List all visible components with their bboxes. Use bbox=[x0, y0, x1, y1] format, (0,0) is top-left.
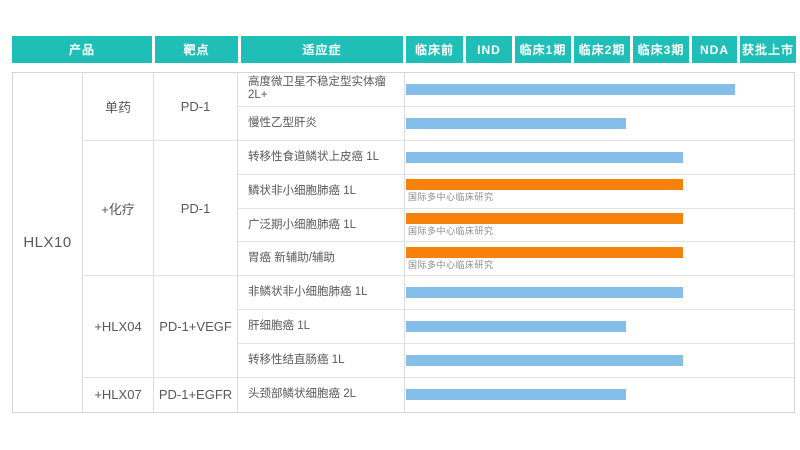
header-col-indication: 适应症 bbox=[241, 36, 403, 63]
combo-group-mono: 单药 bbox=[83, 73, 154, 141]
phase-header-nda: NDA bbox=[692, 36, 737, 63]
combo-group-chemo: +化疗 bbox=[83, 140, 154, 277]
indication-label: 头颈部鳞状细胞癌 2L bbox=[238, 378, 405, 412]
target-pd1-vegf: PD-1+VEGF bbox=[154, 276, 238, 379]
combo-group-hlx04: +HLX04 bbox=[83, 276, 154, 379]
phase-track: 国际多中心临床研究 bbox=[405, 209, 794, 243]
indication-label: 高度微卫星不稳定型实体瘤 2L+ bbox=[238, 73, 405, 107]
progress-bar bbox=[406, 213, 683, 224]
indication-label: 鳞状非小细胞肺癌 1L bbox=[238, 174, 405, 209]
phase-header-preclinical: 临床前 bbox=[406, 36, 463, 63]
indication-label: 慢性乙型肝炎 bbox=[238, 106, 405, 141]
target-pd1-egfr: PD-1+EGFR bbox=[154, 378, 238, 412]
progress-bar bbox=[406, 179, 683, 191]
phase-track bbox=[405, 310, 794, 345]
progress-bar bbox=[406, 151, 683, 163]
header-col-product: 产品 bbox=[12, 36, 152, 63]
progress-bar bbox=[406, 355, 683, 367]
indication-label: 转移性食道鳞状上皮癌 1L bbox=[238, 140, 405, 175]
target-pd1-mono: PD-1 bbox=[154, 73, 238, 141]
phase-track bbox=[405, 73, 794, 107]
indication-label: 非鳞状非小细胞肺癌 1L bbox=[238, 276, 405, 311]
progress-bar bbox=[406, 321, 626, 333]
progress-bar bbox=[406, 287, 683, 299]
phase-track bbox=[405, 378, 794, 412]
progress-bar bbox=[406, 83, 736, 95]
indication-label: 广泛期小细胞肺癌 1L bbox=[238, 208, 405, 243]
bar-note: 国际多中心临床研究 bbox=[408, 192, 494, 203]
progress-bar bbox=[406, 389, 626, 401]
phase-header-phase3: 临床3期 bbox=[633, 36, 689, 63]
product-name: HLX10 bbox=[13, 73, 83, 412]
phase-track bbox=[405, 276, 794, 311]
phase-header-phase2: 临床2期 bbox=[574, 36, 630, 63]
phase-track: 国际多中心临床研究 bbox=[405, 242, 794, 277]
bar-note: 国际多中心临床研究 bbox=[408, 259, 494, 270]
indication-label: 转移性结直肠癌 1L bbox=[238, 344, 405, 379]
phase-header-ind: IND bbox=[466, 36, 512, 63]
phase-header-row: 产品 靶点 适应症 临床前 IND 临床1期 临床2期 临床3期 NDA 获批上… bbox=[12, 36, 796, 63]
target-pd1-chemo: PD-1 bbox=[154, 140, 238, 277]
phase-header-phase1: 临床1期 bbox=[515, 36, 571, 63]
phase-track bbox=[405, 344, 794, 379]
phase-track bbox=[405, 141, 794, 175]
bar-note: 国际多中心临床研究 bbox=[408, 226, 494, 236]
progress-bar bbox=[406, 117, 626, 129]
progress-bar bbox=[406, 246, 683, 258]
header-col-target: 靶点 bbox=[155, 36, 238, 63]
phase-header-approved: 获批上市 bbox=[740, 36, 796, 63]
indication-label: 胃癌 新辅助/辅助 bbox=[238, 242, 405, 277]
indication-label: 肝细胞癌 1L bbox=[238, 310, 405, 345]
combo-group-hlx07: +HLX07 bbox=[83, 378, 154, 412]
phase-track bbox=[405, 107, 794, 141]
phase-track: 国际多中心临床研究 bbox=[405, 175, 794, 209]
pipeline-table: HLX10 单药 +化疗 +HLX04 +HLX07 PD-1 PD-1 PD-… bbox=[12, 72, 795, 413]
